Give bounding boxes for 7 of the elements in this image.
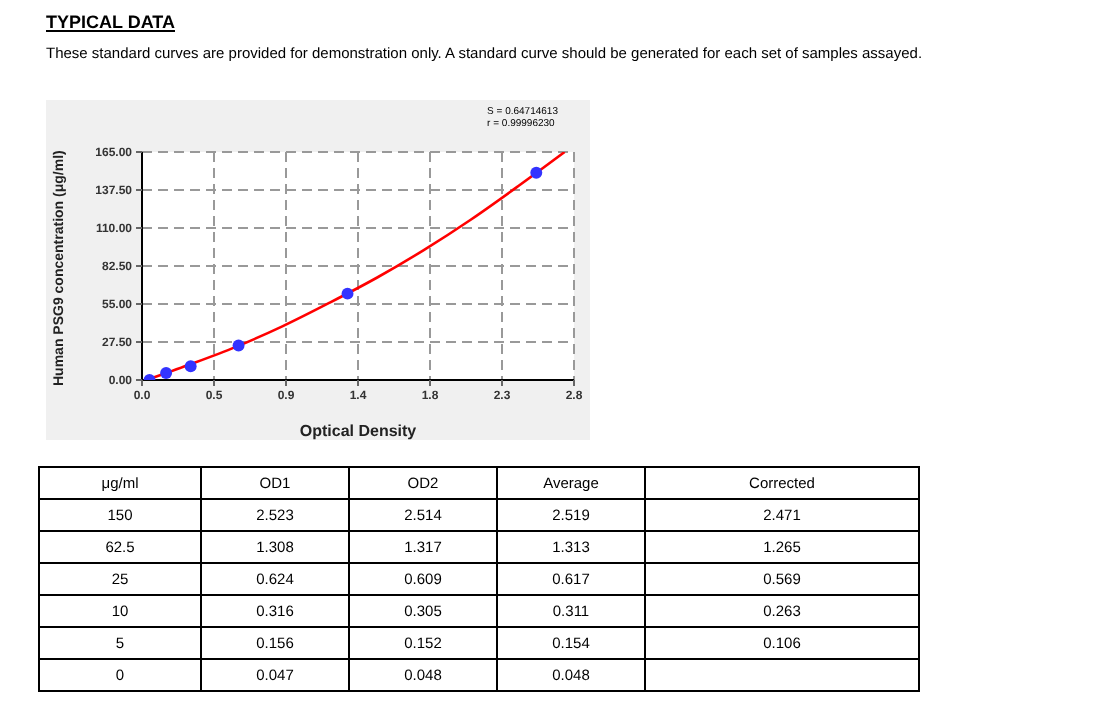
point — [530, 166, 543, 179]
chart-title: TYPICAL DATA — [46, 12, 175, 32]
point — [160, 367, 173, 380]
point — [184, 360, 197, 373]
point — [341, 287, 354, 300]
x-axis-title: Optical Density — [299, 422, 418, 440]
point — [232, 339, 245, 352]
